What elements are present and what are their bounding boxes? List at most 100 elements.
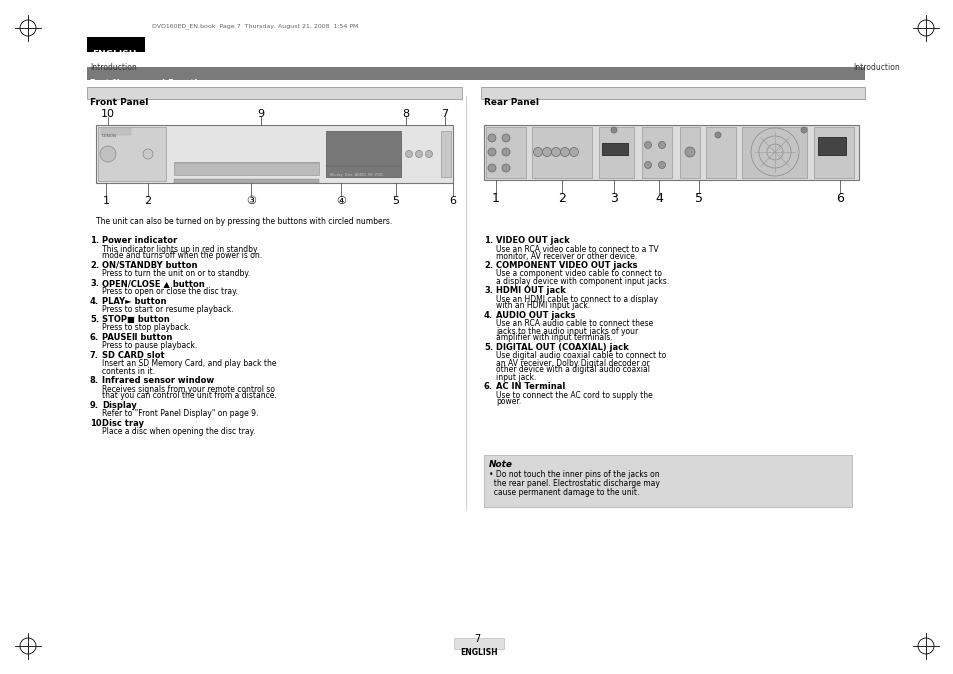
- Text: DVD160ED_EN.book  Page 7  Thursday, August 21, 2008  1:54 PM: DVD160ED_EN.book Page 7 Thursday, August…: [152, 23, 358, 29]
- Text: 3: 3: [609, 191, 618, 204]
- Text: 6.: 6.: [90, 333, 99, 342]
- Bar: [326, 131, 400, 177]
- Text: 9: 9: [257, 109, 264, 119]
- Text: COMPONENT VIDEO OUT jacks: COMPONENT VIDEO OUT jacks: [496, 261, 637, 270]
- Text: 3.: 3.: [483, 286, 493, 295]
- Text: 9.: 9.: [90, 401, 99, 410]
- Text: • Do not touch the inner pins of the jacks on: • Do not touch the inner pins of the jac…: [489, 470, 659, 479]
- Text: mode and turns off when the power is on.: mode and turns off when the power is on.: [102, 251, 262, 260]
- Text: Use digital audio coaxial cable to connect to: Use digital audio coaxial cable to conne…: [496, 352, 665, 361]
- Text: Rear Panel: Rear Panel: [483, 98, 538, 107]
- Text: Display: Display: [102, 401, 136, 410]
- Text: 2: 2: [558, 191, 565, 204]
- Text: Place a disc when opening the disc tray.: Place a disc when opening the disc tray.: [102, 427, 255, 437]
- Text: Receives signals from your remote control so: Receives signals from your remote contro…: [102, 384, 274, 394]
- Bar: [440, 131, 451, 177]
- Text: 6.: 6.: [483, 382, 493, 391]
- Text: that you can control the unit from a distance.: that you can control the unit from a dis…: [102, 392, 276, 400]
- Text: Press to stop playback.: Press to stop playback.: [102, 324, 191, 332]
- Circle shape: [488, 164, 496, 172]
- Bar: [485, 127, 525, 178]
- Text: 2.: 2.: [483, 261, 493, 270]
- Text: HDMI OUT jack: HDMI OUT jack: [496, 286, 565, 295]
- Text: Front Panel: Front Panel: [90, 98, 149, 107]
- Circle shape: [501, 134, 510, 142]
- Circle shape: [143, 149, 152, 159]
- Bar: [87, 87, 461, 99]
- Text: 6: 6: [449, 196, 456, 206]
- Text: jacks to the audio input jacks of your: jacks to the audio input jacks of your: [496, 326, 638, 336]
- Bar: [173, 179, 318, 183]
- Bar: [87, 67, 864, 80]
- Bar: [601, 143, 627, 155]
- Text: SD CARD slot: SD CARD slot: [102, 351, 165, 360]
- Text: input jack.: input jack.: [496, 373, 536, 381]
- Circle shape: [425, 150, 432, 158]
- Text: 7: 7: [474, 634, 479, 644]
- Bar: [87, 37, 145, 52]
- Text: AUDIO OUT jacks: AUDIO OUT jacks: [496, 311, 575, 320]
- Text: ENGLISH: ENGLISH: [459, 648, 497, 657]
- Circle shape: [684, 147, 695, 157]
- Text: OPEN/CLOSE ▲ button: OPEN/CLOSE ▲ button: [102, 279, 205, 288]
- Bar: [454, 638, 503, 649]
- Text: Press to pause playback.: Press to pause playback.: [102, 342, 197, 350]
- Text: 7: 7: [441, 109, 448, 119]
- Text: 10: 10: [101, 109, 115, 119]
- Bar: [705, 127, 735, 178]
- Bar: [598, 127, 634, 178]
- Bar: [817, 137, 845, 155]
- Text: Introduction: Introduction: [852, 63, 899, 72]
- Text: 6: 6: [835, 191, 843, 204]
- Text: Use an RCA video cable to connect to a TV: Use an RCA video cable to connect to a T…: [496, 245, 658, 253]
- Text: Use a component video cable to connect to: Use a component video cable to connect t…: [496, 270, 661, 278]
- Circle shape: [569, 148, 578, 156]
- Text: Power indicator: Power indicator: [102, 236, 177, 245]
- Text: 4.: 4.: [483, 311, 493, 320]
- Circle shape: [416, 150, 422, 158]
- Text: Disc tray: Disc tray: [102, 419, 144, 428]
- Circle shape: [488, 134, 496, 142]
- Text: ④: ④: [335, 196, 346, 206]
- Circle shape: [610, 127, 617, 133]
- Bar: [480, 87, 864, 99]
- Circle shape: [714, 132, 720, 138]
- Circle shape: [501, 164, 510, 172]
- Circle shape: [551, 148, 560, 156]
- Bar: [679, 127, 700, 178]
- Text: 2: 2: [144, 196, 152, 206]
- Text: 1.: 1.: [90, 236, 99, 245]
- Circle shape: [100, 146, 116, 162]
- Text: cause permanent damage to the unit.: cause permanent damage to the unit.: [489, 488, 639, 497]
- Text: ③: ③: [246, 196, 255, 206]
- Text: 3.: 3.: [90, 279, 99, 288]
- Bar: [641, 127, 671, 178]
- Text: amplifier with input terminals.: amplifier with input terminals.: [496, 334, 612, 342]
- Text: Infrared sensor window: Infrared sensor window: [102, 376, 213, 385]
- Text: contents in it.: contents in it.: [102, 367, 154, 375]
- Circle shape: [405, 150, 412, 158]
- Text: AC IN Terminal: AC IN Terminal: [496, 382, 565, 391]
- Bar: [483, 125, 858, 180]
- Text: monitor, AV receiver or other device.: monitor, AV receiver or other device.: [496, 251, 637, 260]
- Text: Refer to "Front Panel Display" on page 9.: Refer to "Front Panel Display" on page 9…: [102, 410, 258, 419]
- Text: VIDEO OUT jack: VIDEO OUT jack: [496, 236, 569, 245]
- Circle shape: [801, 127, 806, 133]
- Circle shape: [644, 162, 651, 168]
- Text: ENGLISH: ENGLISH: [91, 50, 136, 59]
- Bar: [96, 125, 453, 183]
- Text: 7.: 7.: [90, 351, 99, 360]
- Text: 5: 5: [695, 191, 702, 204]
- Text: STOP■ button: STOP■ button: [102, 315, 170, 324]
- Bar: [741, 127, 806, 178]
- Text: Insert an SD Memory Card, and play back the: Insert an SD Memory Card, and play back …: [102, 359, 276, 369]
- Bar: [483, 455, 851, 507]
- Text: with an HDMI input jack.: with an HDMI input jack.: [496, 301, 590, 311]
- Text: 2.: 2.: [90, 261, 99, 270]
- Circle shape: [560, 148, 569, 156]
- Circle shape: [542, 148, 551, 156]
- Bar: [532, 127, 592, 178]
- Text: Blu-ray  Disc  AUDIO  RF  POD: Blu-ray Disc AUDIO RF POD: [330, 173, 382, 177]
- Text: the rear panel. Electrostatic discharge may: the rear panel. Electrostatic discharge …: [489, 479, 659, 488]
- Text: 4: 4: [655, 191, 662, 204]
